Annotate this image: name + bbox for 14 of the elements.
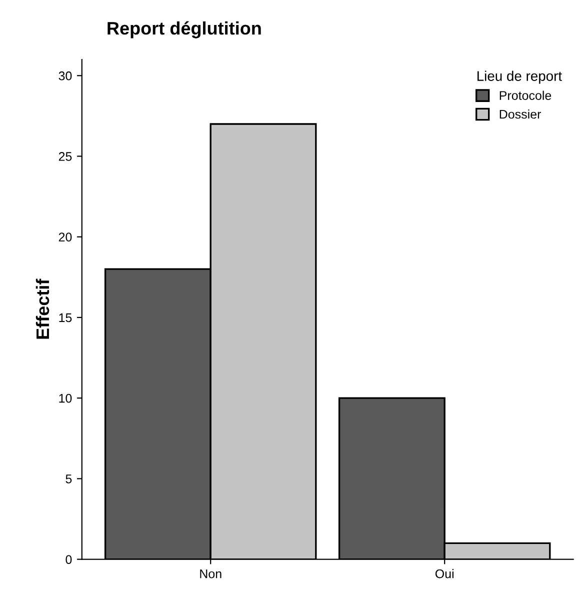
legend-label: Dossier (500, 109, 542, 119)
legend-label: Protocole (500, 90, 552, 100)
y-tick-label: 5 (66, 474, 72, 484)
legend-title: Lieu de report (477, 70, 562, 84)
y-tick-label: 30 (58, 71, 72, 80)
y-tick-label: 15 (59, 313, 72, 322)
y-tick-label: 20 (58, 232, 72, 242)
x-tick-label: Non (200, 569, 222, 578)
y-axis-title: Effectif (36, 278, 50, 339)
chart-title: Report déglutition (108, 21, 261, 38)
x-tick-label: Oui (435, 569, 454, 578)
y-tick-label: 10 (59, 394, 72, 403)
y-tick-label: 25 (58, 152, 72, 161)
y-tick-label: 0 (66, 555, 72, 564)
